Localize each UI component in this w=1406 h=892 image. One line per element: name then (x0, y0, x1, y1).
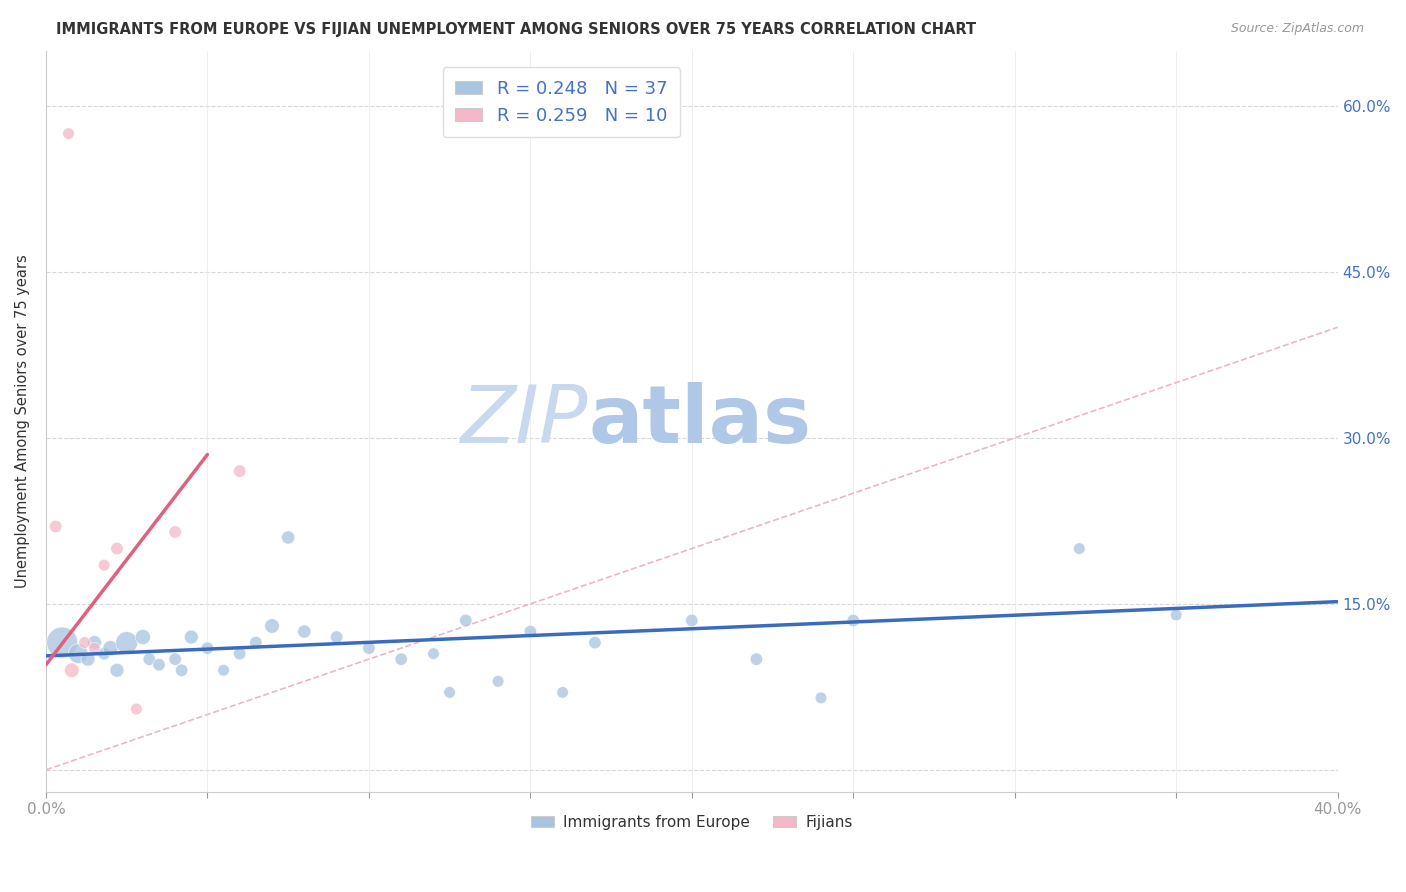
Point (389, 652, 412, 666)
Text: ZIP: ZIP (461, 383, 589, 460)
Point (100, 641, 122, 656)
Point (486, 674, 509, 689)
Point (170, 663, 193, 677)
Point (583, 635, 606, 649)
Point (681, 614, 703, 628)
Point (148, 657, 170, 672)
Point (228, 647, 250, 661)
Text: Source: ZipAtlas.com: Source: ZipAtlas.com (1230, 22, 1364, 36)
Y-axis label: Unemployment Among Seniors over 75 years: Unemployment Among Seniors over 75 years (15, 254, 30, 588)
Point (228, 464, 250, 478)
Point (197, 641, 219, 656)
Point (132, 630, 155, 644)
Point (51, 635, 73, 649)
Point (245, 635, 267, 649)
Point (292, 624, 315, 639)
Point (73, 635, 96, 649)
Point (212, 663, 235, 677)
Point (260, 619, 283, 633)
Point (93, 558, 115, 573)
Point (105, 541, 128, 556)
Point (422, 647, 444, 661)
Point (1166, 607, 1188, 622)
Point (60, 663, 83, 677)
Point (77, 652, 100, 666)
Point (138, 652, 160, 666)
Point (454, 614, 477, 628)
Point (519, 624, 541, 639)
Point (165, 524, 187, 539)
Point (165, 652, 187, 666)
Point (745, 652, 768, 666)
Point (45, 519, 67, 533)
Legend: Immigrants from Europe, Fijians: Immigrants from Europe, Fijians (524, 809, 859, 836)
Point (810, 690, 832, 705)
Point (1069, 541, 1091, 556)
Point (58, 127, 80, 141)
Point (551, 685, 574, 699)
Point (83, 641, 105, 656)
Point (67, 647, 90, 661)
Point (125, 702, 148, 716)
Text: atlas: atlas (589, 383, 811, 460)
Point (115, 635, 138, 649)
Point (105, 663, 128, 677)
Point (325, 630, 347, 644)
Point (83, 635, 105, 649)
Point (180, 630, 202, 644)
Text: IMMIGRANTS FROM EUROPE VS FIJIAN UNEMPLOYMENT AMONG SENIORS OVER 75 YEARS CORREL: IMMIGRANTS FROM EUROPE VS FIJIAN UNEMPLO… (56, 22, 976, 37)
Point (357, 641, 380, 656)
Point (439, 685, 461, 699)
Point (93, 647, 115, 661)
Point (842, 614, 865, 628)
Point (277, 531, 299, 545)
